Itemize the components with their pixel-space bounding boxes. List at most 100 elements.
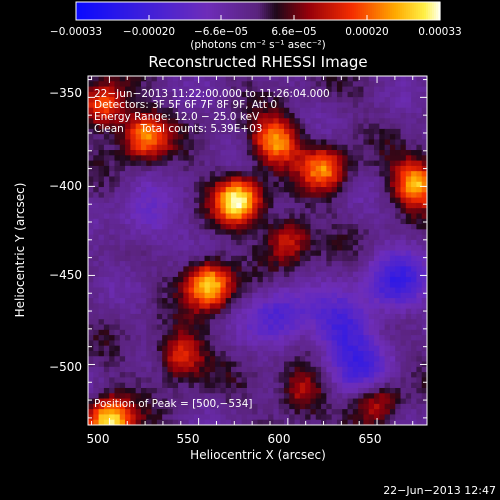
heatmap-cell	[405, 303, 412, 310]
heatmap-cell	[119, 192, 126, 199]
heatmap-cell	[199, 118, 206, 125]
colorbar-segment	[260, 2, 263, 20]
colorbar-segment	[328, 2, 331, 20]
heatmap-cell	[162, 276, 168, 283]
heatmap-cell	[379, 181, 386, 188]
heatmap-cell	[384, 176, 391, 183]
heatmap-cell	[305, 250, 311, 257]
heatmap-cell	[119, 255, 126, 262]
heatmap-cell	[246, 213, 253, 220]
heatmap-cell	[268, 377, 274, 384]
heatmap-cell	[93, 171, 100, 177]
heatmap-cell	[172, 350, 179, 357]
heatmap-cell	[93, 409, 100, 415]
heatmap-cell	[342, 266, 349, 273]
heatmap-cell	[416, 113, 423, 119]
heatmap-cell	[199, 382, 206, 389]
heatmap-cell	[109, 287, 115, 294]
heatmap-cell	[389, 155, 396, 162]
heatmap-cell	[183, 245, 190, 251]
heatmap-cell	[119, 113, 126, 119]
heatmap-cell	[374, 224, 380, 230]
heatmap-cell	[257, 213, 264, 220]
heatmap-cell	[109, 176, 115, 183]
heatmap-cell	[294, 345, 301, 352]
heatmap-cell	[93, 229, 100, 236]
heatmap-cell	[162, 181, 168, 188]
heatmap-cell	[167, 419, 174, 425]
heatmap-cell	[405, 261, 412, 267]
heatmap-cell	[352, 403, 359, 410]
heatmap-cell	[236, 218, 243, 225]
heatmap-cell	[416, 128, 423, 135]
heatmap-cell	[188, 409, 195, 415]
heatmap-cell	[389, 287, 396, 294]
heatmap-cell	[405, 409, 412, 415]
heatmap-cell	[125, 377, 131, 384]
heatmap-cell	[336, 176, 343, 183]
heatmap-cell	[421, 76, 427, 82]
heatmap-cell	[125, 350, 131, 357]
heatmap-cell	[374, 387, 380, 394]
colorbar-segment	[290, 2, 293, 20]
heatmap-cell	[262, 403, 269, 410]
heatmap-cell	[98, 271, 105, 278]
heatmap-cell	[421, 128, 427, 135]
heatmap-cell	[358, 76, 364, 82]
heatmap-cell	[331, 187, 338, 193]
heatmap-cell	[411, 144, 417, 151]
heatmap-cell	[379, 414, 386, 421]
heatmap-cell	[384, 292, 391, 299]
heatmap-cell	[336, 313, 343, 320]
heatmap-cell	[416, 350, 423, 357]
heatmap-cell	[220, 292, 227, 299]
heatmap-cell	[363, 171, 370, 177]
heatmap-cell	[321, 303, 327, 310]
y-axis-label: Heliocentric Y (arcsec)	[13, 183, 27, 318]
heatmap-cell	[135, 403, 142, 410]
heatmap-cell	[98, 181, 105, 188]
heatmap-cell	[278, 107, 285, 114]
heatmap-cell	[347, 372, 354, 378]
heatmap-cell	[125, 335, 131, 341]
heatmap-cell	[283, 113, 290, 119]
heatmap-cell	[178, 113, 184, 119]
heatmap-cell	[162, 361, 168, 368]
heatmap-cell	[326, 335, 333, 341]
heatmap-cell	[358, 419, 364, 425]
heatmap-cell	[347, 282, 354, 289]
heatmap-cell	[220, 187, 227, 193]
heatmap-cell	[193, 165, 200, 172]
colorbar-segment	[154, 2, 157, 20]
heatmap-cell	[411, 239, 417, 246]
heatmap-cell	[336, 197, 343, 204]
heatmap-cell	[114, 76, 121, 82]
heatmap-cell	[193, 377, 200, 384]
heatmap-cell	[140, 229, 147, 236]
heatmap-cell	[283, 319, 290, 326]
heatmap-cell	[172, 118, 179, 125]
colorbar-segment	[320, 2, 323, 20]
heatmap-cell	[88, 356, 94, 363]
heatmap-cell	[363, 356, 370, 363]
heatmap-cell	[220, 181, 227, 188]
heatmap-cell	[220, 76, 227, 82]
colorbar: −0.00033 −0.00020 −6.6e−05 6.6e−05 0.000…	[50, 1, 462, 51]
heatmap-cell	[374, 245, 380, 251]
heatmap-cell	[98, 298, 105, 304]
heatmap-cell	[156, 165, 163, 172]
heatmap-cell	[252, 97, 258, 103]
heatmap-cell	[246, 324, 253, 331]
heatmap-cell	[363, 107, 370, 114]
heatmap-cell	[178, 118, 184, 125]
heatmap-cell	[395, 181, 402, 188]
heatmap-cell	[374, 165, 380, 172]
heatmap-cell	[374, 324, 380, 331]
heatmap-cell	[119, 144, 126, 151]
heatmap-cell	[252, 139, 258, 146]
heatmap-cell	[193, 313, 200, 320]
heatmap-cell	[368, 382, 375, 389]
heatmap-cell	[278, 224, 285, 230]
heatmap-cell	[109, 76, 115, 82]
heatmap-cell	[156, 419, 163, 425]
